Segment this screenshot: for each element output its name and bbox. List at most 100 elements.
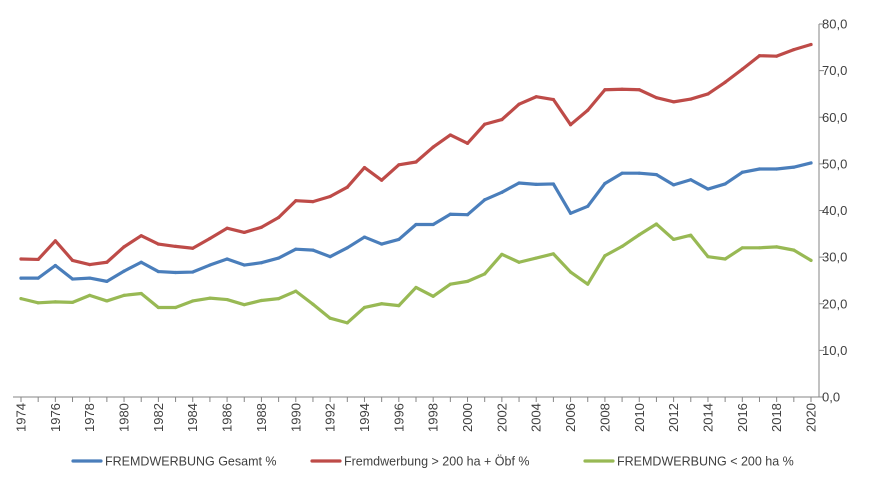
data-point (139, 234, 143, 238)
data-point (586, 108, 590, 112)
data-point (534, 256, 538, 260)
x-tick-label: 1992 (323, 403, 338, 432)
data-point (706, 187, 710, 191)
data-point (242, 263, 246, 267)
data-point (277, 215, 281, 220)
x-tick-label: 2018 (769, 403, 784, 432)
data-point (706, 255, 710, 259)
data-point (328, 255, 332, 259)
data-point (500, 190, 504, 194)
x-tick-label: 1998 (426, 403, 441, 432)
data-point (723, 80, 727, 84)
x-tick-label: 2020 (804, 403, 819, 432)
data-point (191, 299, 195, 303)
data-point (397, 304, 401, 308)
y-tick-label: 0,0 (822, 390, 840, 405)
x-tick-label: 2006 (563, 403, 578, 432)
data-point (53, 263, 57, 268)
data-point (122, 293, 126, 297)
data-point (775, 54, 779, 58)
data-point (208, 263, 212, 267)
data-point (19, 276, 23, 280)
data-point (362, 235, 367, 239)
data-point (36, 301, 40, 305)
data-point (70, 300, 75, 304)
data-point (654, 96, 659, 100)
x-tick-label: 1988 (254, 403, 269, 432)
data-point (380, 242, 384, 246)
x-tick-label: 1986 (220, 403, 235, 432)
data-point (414, 285, 418, 290)
data-point (483, 272, 487, 276)
data-point (88, 293, 92, 297)
legend: FREMDWERBUNG Gesamt % Fremdwerbung > 200 … (71, 455, 794, 469)
y-tick-label: 10,0 (822, 343, 847, 358)
data-point (757, 54, 762, 58)
x-tick-label: 1984 (185, 403, 200, 432)
data-point (792, 48, 796, 52)
data-point (225, 297, 229, 302)
data-point (311, 248, 315, 252)
data-point (397, 237, 401, 242)
data-point (672, 237, 676, 242)
data-point (689, 233, 693, 237)
data-point (122, 269, 126, 273)
data-point (620, 87, 624, 91)
data-point (345, 321, 349, 325)
data-point (448, 133, 452, 137)
data-point (208, 296, 212, 300)
x-tick-label: 1990 (288, 403, 303, 432)
y-tick-label: 30,0 (822, 250, 847, 265)
series-line-2 (19, 42, 813, 267)
data-point (53, 239, 57, 243)
data-point (757, 167, 762, 171)
data-point (483, 198, 487, 202)
data-point (242, 230, 246, 235)
data-point (568, 270, 573, 274)
data-point (311, 302, 315, 306)
data-point (534, 182, 538, 186)
data-point (534, 95, 538, 99)
x-tick-label: 1974 (14, 403, 29, 432)
data-point (672, 100, 676, 104)
data-point (380, 302, 384, 306)
data-point (173, 305, 178, 310)
data-point (362, 166, 367, 170)
series-line-3 (19, 222, 813, 325)
data-point (654, 222, 659, 226)
data-point (517, 102, 521, 106)
data-point (362, 305, 367, 310)
data-point (551, 97, 555, 102)
data-point (809, 258, 813, 262)
x-tick-label: 1980 (117, 403, 132, 432)
data-point (551, 182, 555, 186)
data-point (225, 226, 229, 230)
data-point (277, 256, 281, 260)
data-point (740, 67, 744, 71)
data-point (620, 171, 624, 175)
data-point (603, 88, 607, 92)
data-point (586, 282, 590, 286)
data-point (637, 233, 641, 237)
data-point (723, 182, 727, 186)
data-point (173, 270, 178, 275)
data-point (654, 172, 659, 177)
data-point (637, 88, 641, 92)
x-tick-label: 2016 (735, 403, 750, 432)
x-tick-label: 2000 (460, 403, 475, 432)
data-point (88, 262, 92, 267)
data-point (414, 160, 418, 164)
data-point (775, 167, 779, 171)
data-point (775, 245, 779, 249)
series-line-1 (19, 161, 813, 283)
data-point (517, 181, 521, 185)
data-point (431, 145, 435, 149)
x-tick-label: 2012 (666, 403, 681, 432)
data-point (328, 194, 332, 199)
data-point (740, 246, 744, 250)
data-point (191, 270, 195, 274)
x-tick-label: 1996 (391, 403, 406, 432)
data-point (809, 161, 813, 165)
